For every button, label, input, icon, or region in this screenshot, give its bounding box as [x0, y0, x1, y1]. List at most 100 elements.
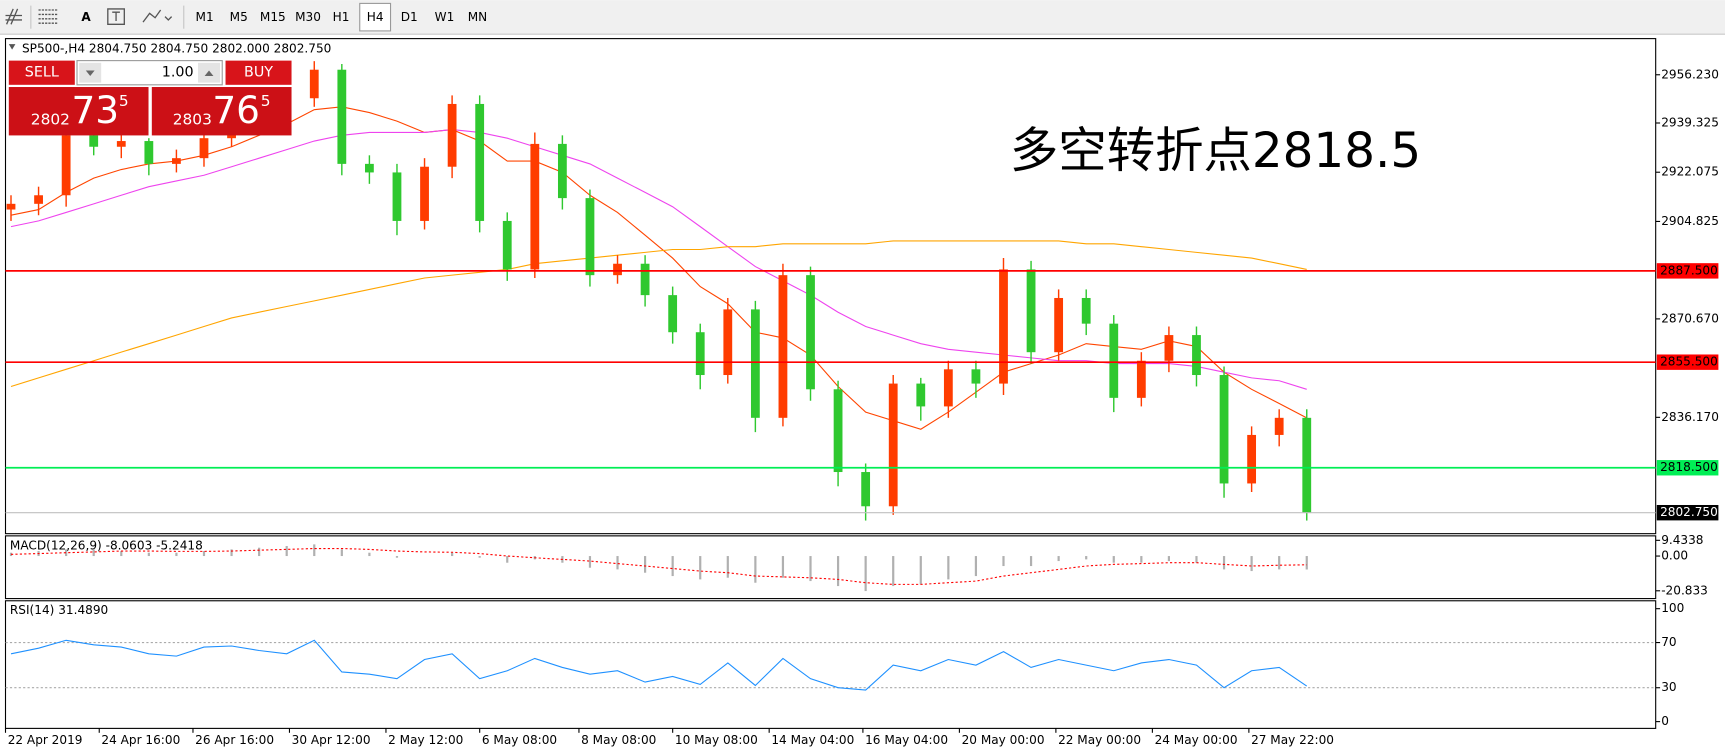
timeframe-button[interactable]: D1: [401, 10, 418, 24]
tool-textlabel-icon[interactable]: [107, 8, 125, 25]
candle-body: [530, 143, 540, 270]
candle-body: [750, 309, 760, 418]
y-tick-label: 9.4338: [1661, 533, 1703, 547]
timeframe-button[interactable]: W1: [435, 10, 455, 24]
x-tick-label: 2 May 12:00: [388, 733, 463, 747]
level-label: 2855.500: [1660, 355, 1718, 369]
last-price-label: 2802.750: [1660, 505, 1718, 519]
candle-body: [916, 383, 926, 407]
candle-body: [557, 143, 567, 199]
tool-grid-icon[interactable]: [5, 8, 23, 25]
candle-body: [1274, 417, 1284, 435]
level-label-bg: [1656, 354, 1719, 370]
ask-fraction: 5: [261, 92, 271, 110]
candle-body: [1247, 434, 1257, 484]
candle-body: [888, 383, 898, 507]
y-tick-label: 2939.325: [1661, 115, 1719, 129]
ohlc-close: 2802.750: [274, 41, 332, 55]
x-tick-label: 24 May 00:00: [1155, 733, 1238, 747]
x-tick-label: 14 May 04:00: [771, 733, 854, 747]
candle-body: [1081, 297, 1091, 324]
level-label-bg: [1656, 263, 1719, 279]
x-tick-label: 22 Apr 2019: [8, 733, 83, 747]
tool-shapes-icon[interactable]: [142, 9, 173, 23]
x-tick-label: 26 Apr 16:00: [195, 733, 274, 747]
y-tick-label: 2922.075: [1661, 165, 1719, 179]
candle-body: [861, 472, 871, 507]
candle-body: [1109, 323, 1119, 398]
candle-body: [806, 275, 815, 390]
y-tick-label: 2870.670: [1661, 311, 1719, 325]
sell-button[interactable]: [8, 60, 75, 85]
candle-body: [1164, 335, 1174, 361]
bid-box[interactable]: [8, 87, 149, 136]
timeframe-selected: [359, 2, 392, 32]
symbol: SP500-,H4: [22, 41, 85, 55]
ask-box[interactable]: [151, 87, 292, 136]
y-tick-label: 30: [1661, 680, 1676, 694]
timeframe-button[interactable]: H1: [333, 10, 350, 24]
y-tick-label: 2904.825: [1661, 214, 1719, 228]
candle-body: [61, 135, 71, 196]
trade-panel: SELL 1.00 BUY 2802 73 5 2803 76 5: [8, 60, 292, 136]
bid-pips: 73: [72, 88, 120, 132]
x-tick-label: 10 May 08:00: [675, 733, 758, 747]
y-tick-label: 0.00: [1661, 549, 1688, 563]
buy-button[interactable]: [225, 60, 292, 85]
candle-body: [6, 203, 16, 210]
candle-body: [778, 275, 788, 418]
y-tick-label: 100: [1661, 601, 1684, 615]
x-tick-label: 8 May 08:00: [581, 733, 656, 747]
candle-body: [613, 263, 622, 276]
timeframe-button[interactable]: M1: [196, 10, 214, 24]
level-label: 2887.500: [1660, 263, 1718, 277]
candle-body: [116, 141, 126, 147]
x-tick-label: 16 May 04:00: [865, 733, 948, 747]
candle-body: [89, 135, 99, 147]
timeframe-button[interactable]: M15: [260, 10, 286, 24]
candle-body: [833, 389, 843, 473]
level-label: 2818.500: [1660, 460, 1718, 474]
x-tick-label: 27 May 22:00: [1251, 733, 1334, 747]
bid-fraction: 5: [119, 92, 129, 110]
candle-body: [971, 369, 981, 384]
moving-average: [10, 240, 1307, 387]
y-tick-label: 2836.170: [1661, 410, 1719, 424]
x-tick-label: 20 May 00:00: [962, 733, 1045, 747]
rsi-line: [10, 639, 1308, 691]
tool-text-icon[interactable]: A: [81, 10, 91, 24]
toolbar: [0, 0, 1725, 35]
timeframe-button[interactable]: M5: [230, 10, 248, 24]
candle-body: [1192, 335, 1201, 376]
candle-body: [447, 103, 457, 167]
candle-body: [199, 138, 209, 159]
x-tick-label: 30 Apr 12:00: [292, 733, 371, 747]
rsi-panel: [4, 600, 1657, 729]
timeframe-button[interactable]: MN: [468, 10, 487, 24]
y-tick-label: 70: [1661, 635, 1676, 649]
macd-panel: [4, 535, 1657, 600]
candle-body: [420, 166, 429, 221]
timeframe-button[interactable]: M30: [295, 10, 321, 24]
moving-average: [10, 129, 1307, 390]
candle-body: [1136, 360, 1146, 398]
y-tick-label: 2956.230: [1661, 67, 1719, 81]
ask-pips: 76: [212, 88, 260, 132]
panel-title: RSI(14) 31.4890: [10, 603, 108, 617]
candle-body: [999, 269, 1008, 384]
candle-body: [144, 141, 154, 164]
candle-body: [1054, 297, 1064, 353]
candle-body: [337, 69, 347, 164]
down-arrow: [85, 70, 95, 77]
y-tick-label: -20.833: [1661, 583, 1708, 597]
candle-body: [640, 263, 650, 296]
level-label-bg: [1656, 460, 1719, 476]
candle-body: [392, 172, 402, 221]
x-tick-label: 6 May 08:00: [482, 733, 557, 747]
candle-body: [668, 295, 678, 333]
x-tick-label: 22 May 00:00: [1058, 733, 1141, 747]
timeframe-button[interactable]: H4: [367, 10, 384, 24]
moving-average: [10, 106, 1307, 430]
